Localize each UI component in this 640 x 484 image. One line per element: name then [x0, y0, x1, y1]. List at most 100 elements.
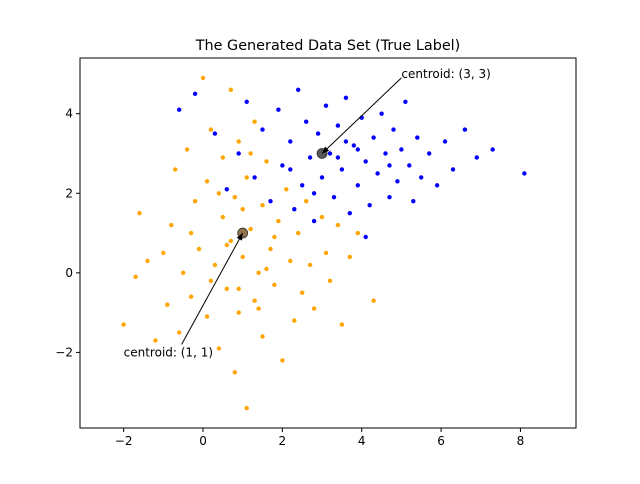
- data-point: [272, 234, 277, 240]
- data-point: [387, 195, 392, 200]
- plot-frame: [79, 57, 577, 429]
- data-point: [347, 211, 352, 216]
- data-point: [236, 139, 241, 144]
- data-point: [133, 274, 138, 279]
- data-point: [177, 107, 182, 112]
- data-point: [165, 302, 170, 307]
- data-point: [419, 175, 424, 180]
- data-point: [319, 214, 325, 220]
- data-point: [300, 183, 305, 188]
- data-point: [153, 338, 158, 343]
- data-point: [427, 151, 432, 156]
- data-point: [248, 226, 253, 232]
- data-point: [327, 151, 333, 156]
- data-point: [236, 151, 241, 156]
- data-point: [462, 127, 468, 132]
- data-point: [399, 147, 404, 152]
- data-point: [228, 238, 233, 244]
- x-tick-label: 0: [199, 434, 207, 448]
- data-point: [395, 179, 400, 184]
- data-point: [145, 258, 150, 264]
- data-point: [232, 370, 237, 375]
- data-point: [311, 191, 317, 196]
- data-point: [268, 246, 273, 252]
- y-tick-label: 2: [65, 186, 73, 200]
- data-point: [304, 119, 309, 124]
- data-point: [300, 290, 305, 295]
- data-point: [220, 214, 225, 220]
- data-point: [240, 207, 245, 212]
- data-point: [335, 222, 341, 228]
- data-point: [343, 95, 349, 101]
- data-point: [335, 155, 341, 160]
- data-point: [307, 155, 313, 160]
- annotation-label: centroid: (3, 3): [401, 67, 490, 81]
- data-point: [161, 250, 166, 256]
- data-point: [288, 167, 293, 172]
- annotation-arrow: [321, 77, 402, 154]
- data-point: [264, 266, 269, 272]
- data-point: [244, 405, 249, 411]
- data-point: [339, 167, 345, 172]
- chart-title: The Generated Data Set (True Label): [195, 38, 461, 54]
- data-point: [292, 318, 297, 323]
- annotation-label: centroid: (1, 1): [124, 345, 213, 359]
- data-point: [383, 151, 388, 156]
- data-point: [371, 298, 376, 303]
- x-tick-label: −2: [115, 434, 133, 448]
- data-point: [331, 195, 337, 200]
- data-point: [280, 163, 285, 168]
- data-point: [415, 135, 420, 140]
- data-point: [355, 147, 360, 152]
- data-point: [121, 322, 126, 327]
- annotation-arrow: [181, 232, 244, 345]
- data-point: [407, 163, 412, 168]
- data-point: [315, 131, 321, 136]
- data-point: [177, 330, 182, 335]
- data-point: [327, 278, 333, 283]
- data-point: [434, 183, 440, 188]
- data-point: [319, 175, 325, 180]
- data-point: [304, 199, 309, 204]
- x-tick-label: 8: [517, 434, 525, 448]
- data-point: [343, 139, 349, 144]
- data-point: [236, 310, 241, 315]
- data-point: [474, 155, 479, 160]
- data-point: [311, 218, 317, 224]
- data-point: [173, 167, 178, 172]
- x-tick-label: 4: [358, 434, 366, 448]
- data-point: [288, 139, 293, 144]
- data-point: [296, 87, 301, 93]
- data-point: [256, 270, 261, 275]
- data-point: [442, 139, 448, 144]
- data-point: [490, 147, 495, 152]
- data-point: [252, 298, 257, 303]
- data-point: [375, 171, 380, 176]
- y-tick-label: −2: [55, 345, 73, 359]
- data-point: [212, 262, 218, 268]
- data-point: [276, 218, 281, 224]
- data-point: [272, 282, 277, 287]
- data-point: [236, 286, 241, 291]
- data-point: [228, 87, 233, 93]
- annotation-arrowhead: [322, 146, 330, 154]
- data-point: [307, 262, 313, 268]
- data-point: [184, 147, 190, 152]
- data-point: [188, 230, 194, 236]
- plot-area: centroid: (1, 1) centroid: (3, 3) −2 0 2 4 6 8 −…: [55, 57, 577, 448]
- data-point: [181, 270, 186, 275]
- data-point: [450, 167, 456, 172]
- data-point: [232, 195, 237, 200]
- data-point: [411, 199, 416, 204]
- data-point: [260, 203, 265, 208]
- x-tick-label: 2: [279, 434, 287, 448]
- data-point: [224, 286, 229, 291]
- data-point: [391, 127, 396, 132]
- data-point: [292, 207, 297, 212]
- data-point: [363, 159, 368, 164]
- data-point: [288, 258, 293, 264]
- data-point: [323, 103, 329, 108]
- data-point: [256, 306, 261, 311]
